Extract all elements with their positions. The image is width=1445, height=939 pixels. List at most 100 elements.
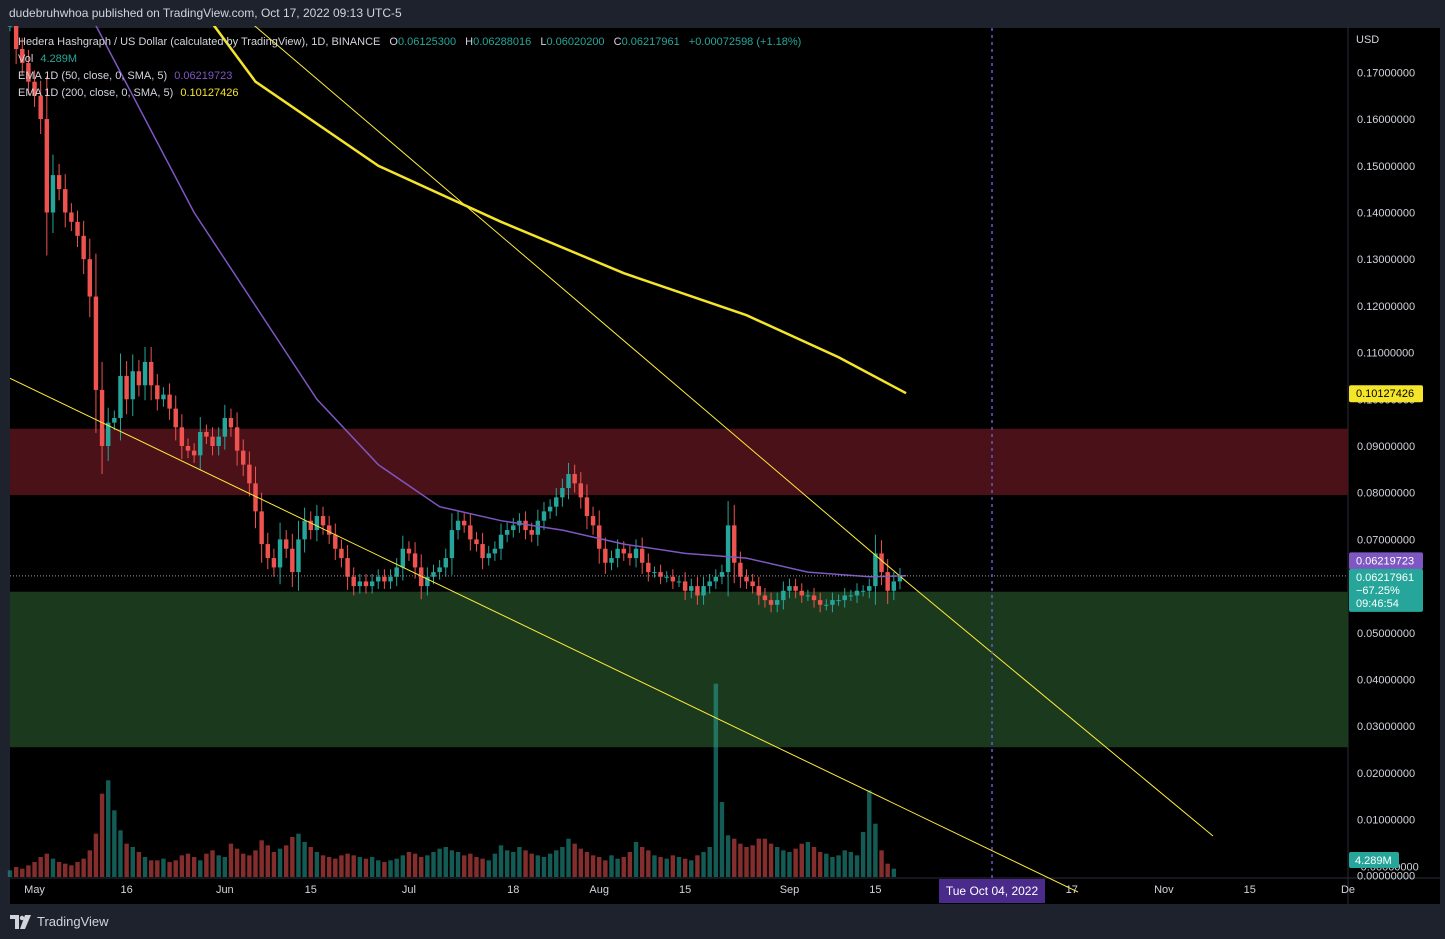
- candle[interactable]: [314, 516, 320, 531]
- candle[interactable]: [265, 544, 270, 559]
- candle[interactable]: [738, 562, 743, 577]
- candle[interactable]: [486, 553, 491, 559]
- candle[interactable]: [695, 586, 700, 596]
- candle[interactable]: [13, 26, 19, 50]
- candle[interactable]: [817, 600, 823, 605]
- candle[interactable]: [689, 586, 694, 591]
- candle[interactable]: [87, 259, 92, 297]
- candle[interactable]: [155, 385, 160, 400]
- candle[interactable]: [707, 581, 712, 587]
- candle[interactable]: [725, 525, 731, 573]
- candle[interactable]: [382, 576, 387, 582]
- candle[interactable]: [302, 520, 307, 540]
- candle[interactable]: [26, 63, 31, 82]
- candle[interactable]: [535, 520, 541, 535]
- candle[interactable]: [504, 530, 510, 535]
- candle[interactable]: [124, 375, 129, 400]
- candle[interactable]: [363, 581, 369, 587]
- candle[interactable]: [701, 586, 706, 596]
- candle[interactable]: [351, 576, 356, 587]
- candle[interactable]: [609, 558, 614, 563]
- candle[interactable]: [161, 394, 166, 400]
- candle[interactable]: [253, 483, 258, 512]
- candle[interactable]: [69, 212, 74, 222]
- candle[interactable]: [468, 525, 473, 540]
- candle[interactable]: [836, 600, 841, 602]
- candle[interactable]: [523, 520, 528, 531]
- tradingview-brand[interactable]: TradingView: [10, 914, 109, 929]
- candle[interactable]: [621, 548, 626, 554]
- candle[interactable]: [455, 520, 461, 531]
- candle[interactable]: [400, 548, 406, 568]
- candle[interactable]: [885, 572, 890, 591]
- candle[interactable]: [326, 525, 332, 535]
- candle[interactable]: [204, 431, 209, 437]
- candle[interactable]: [228, 417, 234, 428]
- candle[interactable]: [333, 534, 338, 549]
- candle[interactable]: [498, 534, 504, 549]
- candle[interactable]: [676, 581, 682, 583]
- candle[interactable]: [105, 422, 111, 446]
- candle[interactable]: [376, 576, 381, 582]
- candle[interactable]: [198, 431, 203, 456]
- candle[interactable]: [191, 450, 197, 456]
- candle[interactable]: [81, 235, 86, 260]
- candle[interactable]: [873, 553, 878, 587]
- candle[interactable]: [799, 590, 804, 596]
- candle[interactable]: [541, 511, 547, 521]
- candle[interactable]: [296, 539, 301, 573]
- candle[interactable]: [271, 558, 277, 568]
- candle[interactable]: [63, 189, 68, 213]
- candle[interactable]: [406, 548, 412, 554]
- candle[interactable]: [185, 445, 191, 451]
- candle[interactable]: [566, 474, 571, 489]
- candle[interactable]: [167, 394, 172, 409]
- candle[interactable]: [241, 450, 246, 465]
- candle[interactable]: [597, 525, 602, 549]
- candle[interactable]: [860, 590, 866, 592]
- candle[interactable]: [99, 389, 105, 446]
- support-zone[interactable]: [10, 591, 1348, 748]
- candle[interactable]: [308, 520, 313, 531]
- candle[interactable]: [615, 548, 620, 559]
- candle[interactable]: [142, 361, 148, 386]
- candle[interactable]: [646, 562, 651, 573]
- candle[interactable]: [216, 436, 221, 446]
- candle[interactable]: [369, 581, 375, 587]
- candle[interactable]: [793, 586, 798, 591]
- candle[interactable]: [658, 572, 663, 577]
- candle[interactable]: [56, 175, 62, 190]
- candle[interactable]: [603, 548, 608, 563]
- candle[interactable]: [7, 26, 13, 27]
- candle[interactable]: [781, 590, 786, 601]
- candle[interactable]: [879, 553, 884, 573]
- candle[interactable]: [283, 539, 289, 549]
- candle[interactable]: [419, 567, 424, 587]
- candle[interactable]: [474, 539, 479, 545]
- candle[interactable]: [824, 604, 829, 606]
- candle[interactable]: [277, 539, 283, 568]
- candle[interactable]: [652, 572, 657, 574]
- candle[interactable]: [584, 497, 590, 517]
- candle[interactable]: [130, 371, 135, 400]
- candle[interactable]: [38, 95, 43, 120]
- candle[interactable]: [431, 572, 436, 577]
- candle[interactable]: [345, 558, 350, 577]
- candle[interactable]: [719, 572, 725, 577]
- candle[interactable]: [222, 417, 228, 437]
- candle[interactable]: [744, 576, 749, 582]
- candle[interactable]: [756, 586, 761, 596]
- candle[interactable]: [664, 576, 669, 578]
- candle[interactable]: [32, 81, 37, 96]
- candle[interactable]: [572, 474, 577, 484]
- candle[interactable]: [247, 464, 252, 484]
- candle[interactable]: [357, 581, 363, 587]
- trendline[interactable]: [9, 377, 1079, 893]
- candle[interactable]: [425, 576, 430, 587]
- candle[interactable]: [480, 544, 485, 559]
- candle[interactable]: [511, 525, 516, 531]
- candle[interactable]: [848, 595, 854, 597]
- candle[interactable]: [854, 590, 860, 596]
- candle[interactable]: [750, 581, 755, 587]
- candle[interactable]: [320, 516, 326, 526]
